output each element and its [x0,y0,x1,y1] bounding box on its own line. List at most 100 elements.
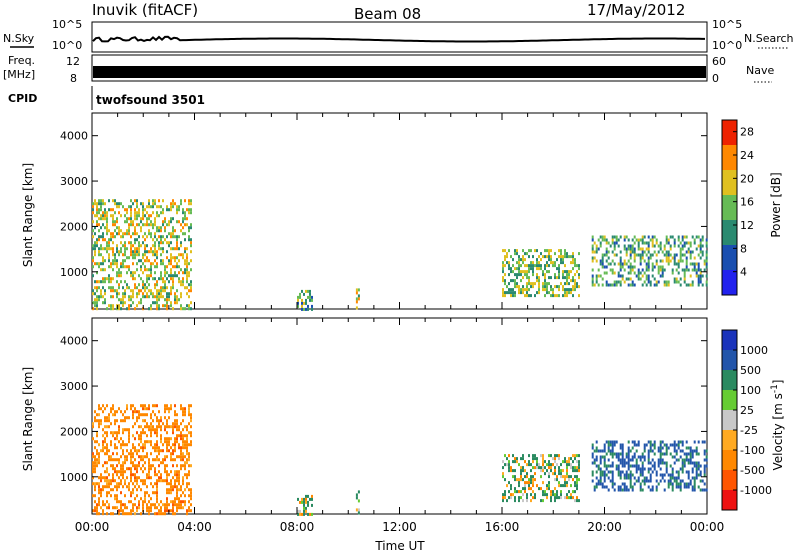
echo-cell [669,443,672,447]
echo-cell [136,286,138,290]
echo-cell [166,271,168,275]
echo-cell [637,479,640,483]
echo-cell [94,485,96,489]
echo-cell [176,506,178,510]
echo-cell [156,428,158,432]
echo-cell [653,440,656,444]
echo-cell [178,506,180,510]
echo-cell [637,443,640,447]
echo-cell [174,256,176,260]
echo-cell [94,458,96,462]
echo-cell [96,211,98,215]
echo-cell [504,454,506,458]
echo-cell [615,467,618,471]
echo-cell [528,460,530,464]
echo-cell [96,289,98,293]
echo-cell [112,479,114,483]
echo-cell [186,428,188,432]
echo-cell [605,250,608,254]
echo-cell [522,261,524,265]
echo-cell [176,437,178,441]
echo-cell [514,285,516,289]
echo-cell [623,259,626,263]
echo-cell [186,437,188,441]
echo-cell [572,478,574,482]
echo-cell [617,458,620,462]
echo-cell [651,265,654,269]
echo-cell [570,484,572,488]
echo-cell [136,205,138,209]
echo-cell [623,473,626,477]
echo-cell [122,512,124,516]
echo-cell [564,291,566,295]
echo-cell [641,488,644,492]
echo-cell [190,250,192,254]
echo-cell [92,244,94,248]
echo-cell [558,255,560,259]
echo-cell [188,404,190,408]
echo-cell [100,280,102,284]
echo-cell [94,292,96,296]
echo-cell [108,277,110,281]
echo-cell [558,481,560,485]
echo-cell [540,499,542,503]
echo-cell [184,223,186,227]
echo-cell [190,244,192,248]
echo-cell [538,285,540,289]
echo-cell [162,304,164,308]
echo-cell [102,277,104,281]
echo-cell [645,241,648,245]
echo-cell [142,464,144,468]
echo-cell [673,455,676,459]
echo-cell [643,467,646,471]
echo-cell [150,232,152,236]
echo-cell [506,285,508,289]
echo-cell [623,262,626,266]
echo-cell [116,434,118,438]
echo-cell [516,267,518,271]
echo-cell [556,478,558,482]
echo-cell [703,268,706,272]
echo-cell [190,443,192,447]
echo-cell [108,265,110,269]
echo-cell [184,500,186,504]
echo-cell [532,264,534,268]
echo-cell [621,458,624,462]
echo-cell [546,288,548,292]
echo-cell [190,202,192,206]
echo-cell [514,267,516,271]
echo-cell [649,476,652,480]
echo-cell [174,500,176,504]
echo-cell [128,488,130,492]
echo-cell [605,247,608,251]
echo-cell [613,280,616,284]
echo-cell [172,199,174,203]
echo-cell [94,199,96,203]
echo-cell [186,286,188,290]
echo-cell [110,455,112,459]
echo-cell [651,488,654,492]
echo-cell [677,238,680,242]
echo-cell [603,238,606,242]
echo-cell [112,413,114,417]
echo-cell [168,295,170,299]
echo-cell [166,241,168,245]
echo-cell [158,226,160,230]
echo-cell [599,476,602,480]
echo-cell [299,500,301,504]
echo-cell [172,449,174,453]
echo-cell [311,307,313,311]
y-tick-label: 3000 [60,380,88,393]
echo-cell [647,244,650,248]
echo-cell [180,253,182,257]
echo-cell [140,488,142,492]
echo-cell [154,295,156,299]
echo-cell [130,470,132,474]
echo-cell [164,407,166,411]
echo-cell [643,449,646,453]
echo-cell [148,425,150,429]
echo-cell [146,506,148,510]
echo-cell [150,307,152,311]
echo-cell [677,271,680,275]
